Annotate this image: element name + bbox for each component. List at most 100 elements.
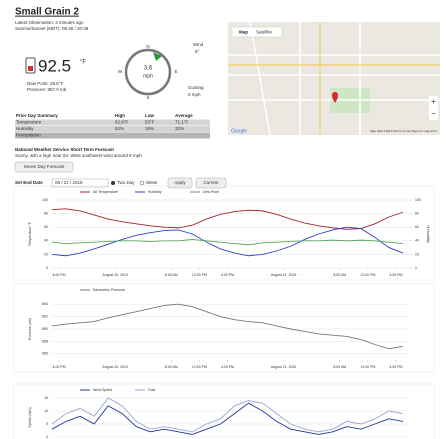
- y-tick-label: 80: [44, 212, 48, 216]
- y-tick-label: 15: [44, 396, 48, 400]
- y2-tick-label: 20: [415, 252, 419, 256]
- x-tick-label: 4:00 PM: [389, 365, 402, 369]
- series-line: [52, 239, 403, 244]
- station-title: Small Grain 2: [15, 7, 79, 18]
- x-tick-label: 8:00 AM: [333, 365, 346, 369]
- legend-label: Humidity: [148, 190, 162, 194]
- wind-label: Wind: [193, 42, 204, 47]
- dew-point: Dew Point: 29.6°F: [27, 81, 64, 86]
- gust: 0 mph: [188, 92, 201, 97]
- table-row-bg: [15, 133, 210, 139]
- zoom-in: +: [431, 97, 436, 106]
- x-tick-label: 12:00 PM: [360, 273, 375, 277]
- zoom-out: −: [431, 109, 436, 118]
- current-label: Current: [203, 180, 219, 185]
- radio-two-day[interactable]: [111, 181, 115, 185]
- table-cell: 71.1°F: [175, 120, 189, 125]
- x-tick-label: 8:00 AM: [165, 273, 178, 277]
- pressure: Pressure: 857.0 mb: [27, 87, 67, 92]
- series-line: [52, 398, 403, 432]
- y-tick-label: 100: [42, 198, 48, 202]
- table-cell: Temperature: [16, 120, 42, 125]
- y-axis-label: Speed (mph): [28, 407, 32, 427]
- apply-label: Apply: [174, 180, 186, 185]
- table-cell: 82.9°F: [115, 120, 129, 125]
- wind-speed: 3.6: [144, 66, 153, 72]
- compass: [126, 50, 170, 94]
- screen: Small Grain 2 Latest Observation: 3 minu…: [0, 0, 446, 439]
- legend-label: Wind Speed: [93, 388, 112, 392]
- series-line: [52, 304, 403, 349]
- y-tick-label: 864: [42, 302, 48, 306]
- forecast-button-label: Seven Day Forecast: [24, 164, 66, 169]
- y2-tick-label: 40: [415, 239, 419, 243]
- gust-label: Gusting: [188, 85, 204, 90]
- compass-s: S: [146, 95, 149, 100]
- map-tab[interactable]: Map: [239, 30, 248, 35]
- y-tick-label: 60: [44, 225, 48, 229]
- temperature-unit: °F: [80, 60, 86, 66]
- wind-direction: 8°: [195, 49, 200, 54]
- radio-week[interactable]: [140, 181, 144, 185]
- chart-panel: [14, 284, 434, 372]
- y-tick-label: 858: [42, 339, 48, 343]
- legend-label: Air Temperature: [93, 190, 118, 194]
- option: Week: [146, 180, 158, 185]
- x-tick-label: 4:00 PM: [221, 365, 234, 369]
- end-date-label: Set End Date: [15, 180, 43, 185]
- map-logo: Google: [231, 128, 247, 134]
- sun-times: Sunrise/Sunset (MDT): 06:46 / 20:38: [15, 26, 89, 31]
- x-tick-label: August 21, 2019: [271, 273, 297, 277]
- x-tick-label: 12:00 PM: [360, 365, 375, 369]
- compass-e: E: [174, 69, 177, 74]
- map-tab[interactable]: Satellite: [256, 30, 273, 35]
- table-header: High: [115, 113, 125, 118]
- legend-label: Dew Point: [203, 190, 219, 194]
- date-value: 08 / 21 / 2019: [55, 180, 83, 185]
- table-cell: Humidity: [16, 126, 34, 131]
- x-tick-label: August 21, 2019: [271, 365, 297, 369]
- table-cell: 62%: [115, 126, 124, 131]
- map[interactable]: Map Satellite + − Google Map data ©2019 …: [228, 22, 440, 135]
- x-tick-label: 8:00 AM: [333, 273, 346, 277]
- y2-axis-label: % Humidity: [426, 225, 430, 243]
- y2-tick-label: 60: [415, 225, 419, 229]
- series-line: [52, 403, 403, 434]
- thermo-fill: [28, 66, 33, 71]
- y-tick-label: 5: [46, 422, 48, 426]
- map-footer: Map data ©2019 Terms of Use Report a map…: [370, 129, 437, 133]
- forecast-title: National Weather Service Short Term Fore…: [15, 147, 114, 152]
- x-tick-label: August 20, 2019: [102, 365, 128, 369]
- table-header: Prior Day Summary: [16, 113, 58, 118]
- table-cell: 53°F: [145, 120, 155, 125]
- forecast-text: Sunny, with a high near 84. West southwe…: [15, 153, 143, 158]
- x-tick-label: August 20, 2019: [102, 273, 128, 277]
- y2-tick-label: 100: [415, 198, 421, 202]
- chart-panel: [14, 384, 434, 439]
- y-tick-label: 0: [46, 266, 48, 270]
- y2-tick-label: 0: [415, 266, 417, 270]
- y-tick-label: 856: [42, 352, 48, 356]
- x-tick-label: 12:00 PM: [192, 365, 207, 369]
- series-line: [52, 209, 403, 229]
- temperature: 92.5: [38, 56, 71, 75]
- x-tick-label: 4:00 PM: [389, 273, 402, 277]
- x-tick-label: 12:00 PM: [192, 273, 207, 277]
- y-axis-label: Temperature °F: [28, 222, 32, 246]
- table-header: Low: [145, 113, 154, 118]
- legend-label: Barometric Pressure: [93, 288, 125, 292]
- compass-w: W: [118, 69, 123, 74]
- wind-unit: mph: [143, 73, 153, 79]
- y-tick-label: 10: [44, 409, 48, 413]
- compass-n: N: [146, 44, 149, 49]
- x-tick-label: 8:00 AM: [165, 365, 178, 369]
- table-cell: Precipitation: [16, 133, 41, 138]
- y-tick-label: 860: [42, 327, 48, 331]
- y-tick-label: 20: [44, 252, 48, 256]
- table-cell: 18%: [145, 126, 154, 131]
- option: Two Day: [117, 180, 135, 185]
- page: {"header": {"title": "Small Grain 2", "o…: [0, 0, 446, 439]
- y-tick-label: 862: [42, 315, 48, 319]
- x-tick-label: 4:00 PM: [52, 365, 65, 369]
